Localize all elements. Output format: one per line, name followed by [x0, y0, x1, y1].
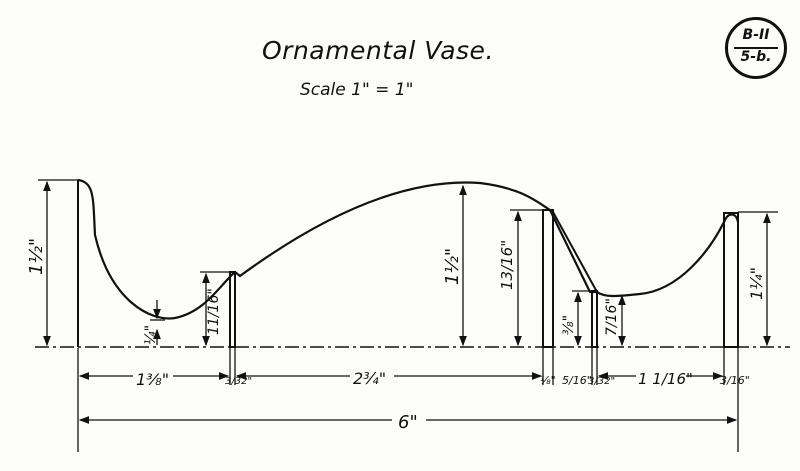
dim-label-mid-height: 1½" [442, 248, 463, 285]
dim-label-width-7: 1 1/16" [638, 370, 693, 388]
dim-label-bg-overall [392, 409, 426, 433]
dim-left-height [38, 179, 78, 347]
drawing-title: Ornamental Vase. [262, 36, 494, 65]
sheet-id-divider [734, 47, 778, 49]
dim-label-trough-depth: ¼" [143, 325, 159, 345]
dim-trough-depth [150, 300, 165, 345]
dim-label-bg-3 [350, 366, 394, 390]
dim-horizontal-chain [77, 348, 739, 452]
dim-small-post-height [572, 290, 592, 347]
dim-second-post-height [510, 209, 543, 347]
sheet-id-badge: B-II 5-b. [725, 17, 787, 79]
dim-first-post-height [200, 271, 230, 347]
dim-label-base-curve-height: 7/16" [604, 298, 620, 336]
dim-right-height [738, 211, 778, 347]
profile-posts [77, 180, 739, 348]
dim-label-right-height: 1¼" [747, 267, 766, 300]
dim-label-width-6: 3/32" [588, 376, 615, 387]
dim-label-bg-1 [133, 366, 173, 392]
dim-label-width-1: 1⅜" [136, 370, 169, 389]
dim-label-width-5: 5/16" [562, 374, 592, 387]
sheet-id-top: B-II [742, 27, 770, 43]
vase-profile-curve [77, 178, 740, 320]
drawing-scale: Scale 1" = 1" [300, 80, 414, 100]
vase-inner-stroke [552, 211, 598, 293]
dim-label-width-2: 3/32" [225, 376, 252, 387]
dim-label-left-height: 1½" [26, 238, 47, 275]
dim-label-width-4: ⅛" [540, 374, 556, 387]
dim-label-first-post-height: 11/16" [206, 288, 222, 335]
dim-label-small-post-height: ⅜" [561, 315, 577, 335]
dim-label-second-post-height: 13/16" [498, 240, 516, 290]
dim-label-width-3: 2¾" [353, 369, 386, 388]
dim-label-bg-7 [636, 366, 686, 390]
dim-label-overall-width: 6" [398, 412, 418, 433]
dim-label-width-8: 3/16" [720, 374, 750, 387]
sheet-id-bottom: 5-b. [740, 49, 772, 65]
